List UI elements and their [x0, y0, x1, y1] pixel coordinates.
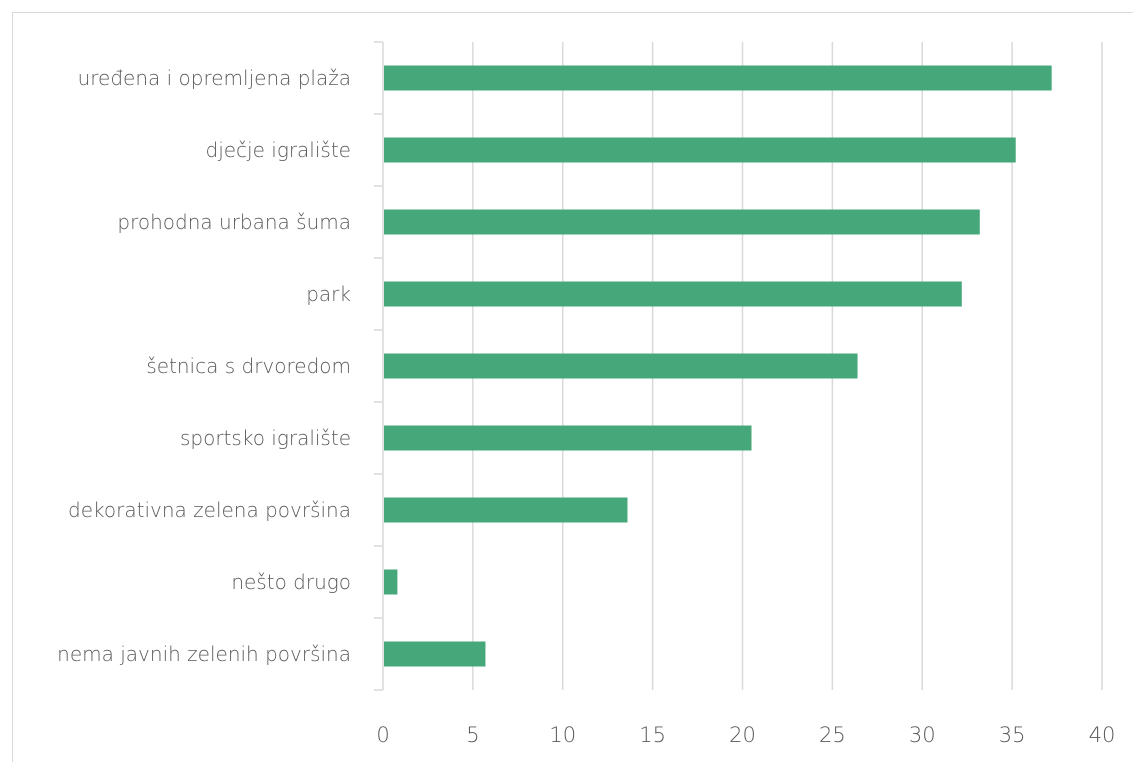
- category-label-1: dječje igralište: [206, 138, 352, 162]
- category-label-3: park: [306, 282, 351, 306]
- category-label-6: dekorativna zelena površina: [68, 498, 351, 522]
- x-tick-label-7: 35: [999, 723, 1026, 747]
- bar-6: [384, 497, 628, 523]
- category-label-2: prohodna urbana šuma: [117, 210, 351, 234]
- bar-8: [384, 641, 486, 667]
- category-label-5: sportsko igralište: [180, 426, 351, 450]
- category-label-4: šetnica s drvoredom: [146, 354, 351, 378]
- category-label-7: nešto drugo: [231, 570, 351, 594]
- x-tick-label-1: 5: [466, 723, 479, 747]
- bar-3: [384, 281, 962, 307]
- bar-0: [384, 65, 1052, 91]
- x-tick-label-8: 40: [1089, 723, 1116, 747]
- category-label-8: nema javnih zelenih površina: [57, 642, 351, 666]
- x-tick-label-6: 30: [909, 723, 936, 747]
- bar-5: [384, 425, 752, 451]
- bar-4: [384, 353, 858, 379]
- x-tick-label-0: 0: [376, 723, 389, 747]
- x-tick-label-4: 20: [729, 723, 756, 747]
- bar-7: [384, 569, 398, 595]
- bar-1: [384, 137, 1016, 163]
- category-label-0: uređena i opremljena plaža: [78, 66, 351, 90]
- x-tick-label-2: 10: [549, 723, 576, 747]
- bar-2: [384, 209, 980, 235]
- x-tick-label-3: 15: [639, 723, 666, 747]
- x-tick-label-5: 25: [819, 723, 846, 747]
- chart-frame: [12, 12, 1133, 762]
